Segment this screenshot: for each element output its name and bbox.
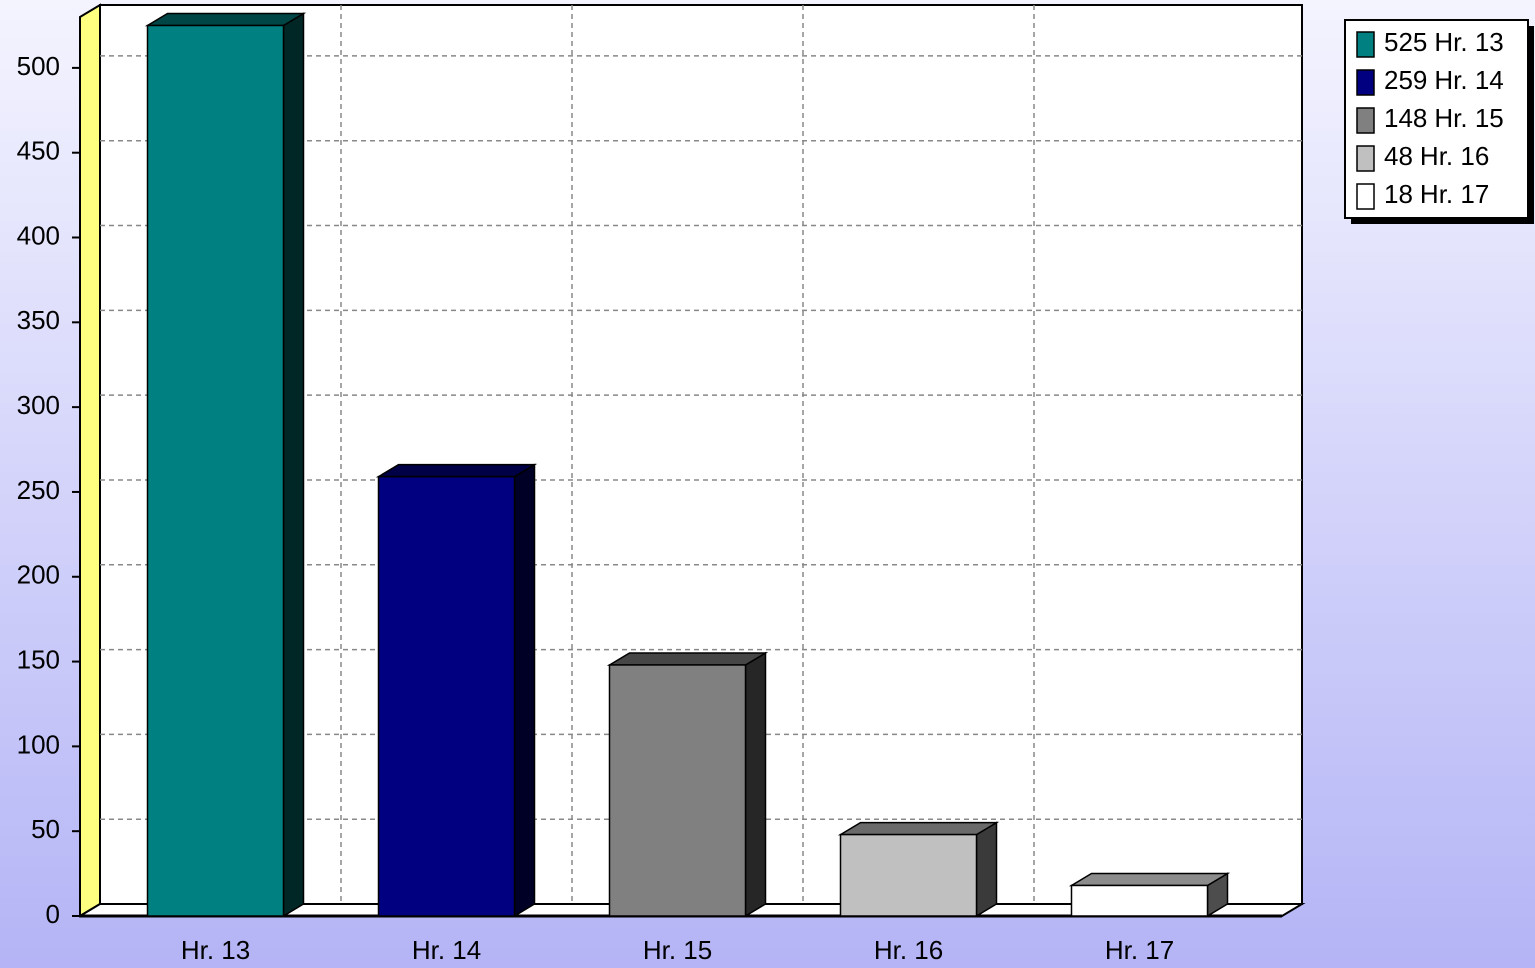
legend [1344, 19, 1529, 219]
legend-category: Hr. 14 [1434, 65, 1503, 95]
bar-side [513, 463, 536, 918]
y-tick-label: 50 [31, 814, 60, 844]
legend-swatch [1356, 107, 1375, 134]
y-tick-label: 0 [46, 899, 60, 929]
legend-label: 18 Hr. 17 [1384, 179, 1489, 209]
legend-label: 148 Hr. 15 [1384, 103, 1504, 133]
legend-label: 525 Hr. 13 [1384, 27, 1504, 57]
legend-value: 525 [1384, 27, 1427, 57]
bar-top [837, 821, 1000, 836]
bar-side [975, 821, 998, 918]
legend-value: 259 [1384, 65, 1427, 95]
legend-swatch [1356, 31, 1375, 58]
bar-top [1068, 872, 1231, 887]
legend-category: Hr. 13 [1434, 27, 1503, 57]
legend-label: 259 Hr. 14 [1384, 65, 1504, 95]
x-tick-label: Hr. 17 [1105, 935, 1174, 965]
y-tick-label: 200 [17, 560, 60, 590]
legend-swatch [1356, 145, 1375, 172]
bar-top [375, 463, 538, 478]
legend-swatch [1356, 69, 1375, 96]
bar [1070, 884, 1209, 917]
y-tick-label: 300 [17, 390, 60, 420]
y-tick-label: 100 [17, 729, 60, 759]
x-tick-label: Hr. 16 [874, 935, 943, 965]
legend-value: 18 [1384, 179, 1413, 209]
bar [146, 24, 285, 917]
bar [608, 664, 747, 917]
bar-top [606, 652, 769, 666]
legend-label: 48 Hr. 16 [1384, 141, 1489, 171]
left-wall [79, 3, 101, 918]
y-tick-label: 500 [17, 51, 60, 81]
bar-side [744, 651, 767, 918]
legend-category: Hr. 17 [1420, 179, 1489, 209]
bar [839, 833, 978, 917]
bar [377, 475, 516, 917]
bar-side [282, 12, 305, 918]
legend-category: Hr. 16 [1420, 141, 1489, 171]
y-tick-label: 450 [17, 136, 60, 166]
bar-top [144, 12, 307, 27]
y-tick-label: 350 [17, 305, 60, 335]
y-tick-label: 150 [17, 644, 60, 674]
legend-value: 148 [1384, 103, 1427, 133]
legend-swatch [1356, 183, 1375, 210]
legend-value: 48 [1384, 141, 1413, 171]
x-tick-label: Hr. 14 [412, 935, 481, 965]
y-tick-label: 250 [17, 475, 60, 505]
x-tick-label: Hr. 13 [181, 935, 250, 965]
y-tick-label: 400 [17, 220, 60, 250]
x-tick-label: Hr. 15 [643, 935, 712, 965]
legend-category: Hr. 15 [1434, 103, 1503, 133]
